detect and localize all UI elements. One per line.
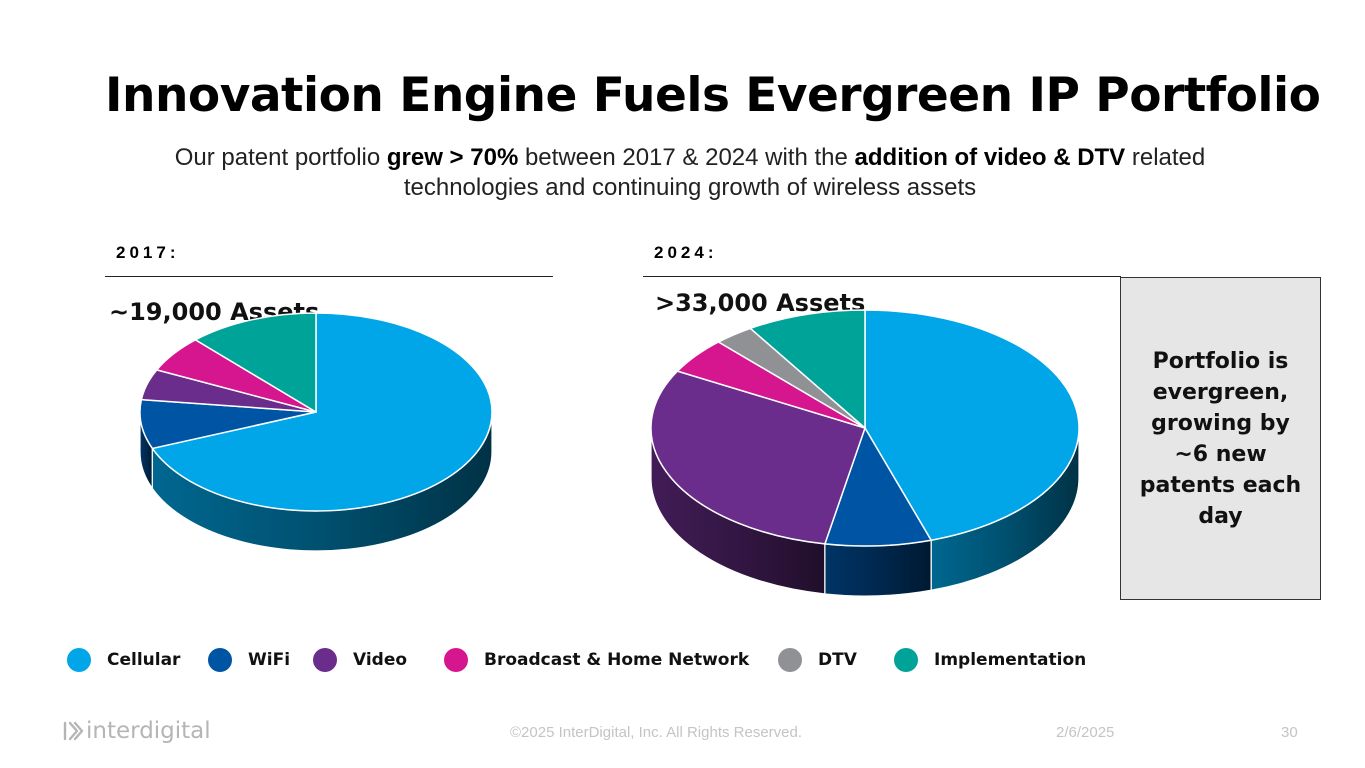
legend-swatch [313,648,337,672]
pie-slice-wifi [139,398,317,450]
legend-swatch [67,648,91,672]
subtitle-text-2: between 2017 & 2024 with the [518,144,855,171]
legend-swatch [208,648,232,672]
footer-copyright: ©2025 InterDigital, Inc. All Rights Rese… [510,724,803,741]
pie-slice-video [650,370,866,545]
divider-2024 [643,276,1121,277]
callout-text: Portfolio is evergreen, growing by ~6 ne… [1139,348,1302,529]
slide-title: Innovation Engine Fuels Evergreen IP Por… [105,68,1321,123]
legend-item-implementation: Implementation [894,648,1086,672]
legend-item-wifi: WiFi [208,648,290,672]
legend-item-video: Video [313,648,407,672]
pie-slice-wifi [824,427,932,547]
subtitle-bold-2: addition of video & DTV [854,144,1126,171]
legend-swatch [444,648,468,672]
pie-slice-cellular [864,309,1080,541]
legend-label: Broadcast & Home Network [484,650,750,670]
legend-label: Cellular [107,650,181,670]
pie-slice-implementation [194,312,317,413]
legend-label: Implementation [934,650,1087,670]
footer-date: 2/6/2025 [1056,724,1115,741]
legend-label: Video [353,650,408,670]
subtitle-text-3: related technologies and continuing grow… [403,144,1206,201]
subtitle-text-1: Our patent portfolio [174,144,387,171]
footer-logo: interdigital [62,718,211,744]
page-number: 30 [1281,724,1298,741]
evergreen-callout: Portfolio is evergreen, growing by ~6 ne… [1120,277,1321,600]
year-label-2017: 2017: [116,243,180,262]
legend-item-cellular: Cellular [67,648,180,672]
subtitle-bold-1: grew > 70% [386,144,519,171]
logo-text: interdigital [86,718,211,744]
legend-item-broadcast: Broadcast & Home Network [444,648,749,672]
pie-slice-implementation [749,309,866,429]
divider-2017 [105,276,553,277]
legend-label: WiFi [248,650,291,670]
legend-label: DTV [818,650,857,670]
pie-side-wifi [824,539,932,597]
legend-swatch [778,648,802,672]
year-label-2024: 2024: [654,243,718,262]
pie-slice-cellular [151,312,493,512]
legend-item-dtv: DTV [778,648,857,672]
legend-swatch [894,648,918,672]
slide-subtitle: Our patent portfolio grew > 70% between … [120,143,1260,203]
interdigital-logo-icon [63,721,84,741]
